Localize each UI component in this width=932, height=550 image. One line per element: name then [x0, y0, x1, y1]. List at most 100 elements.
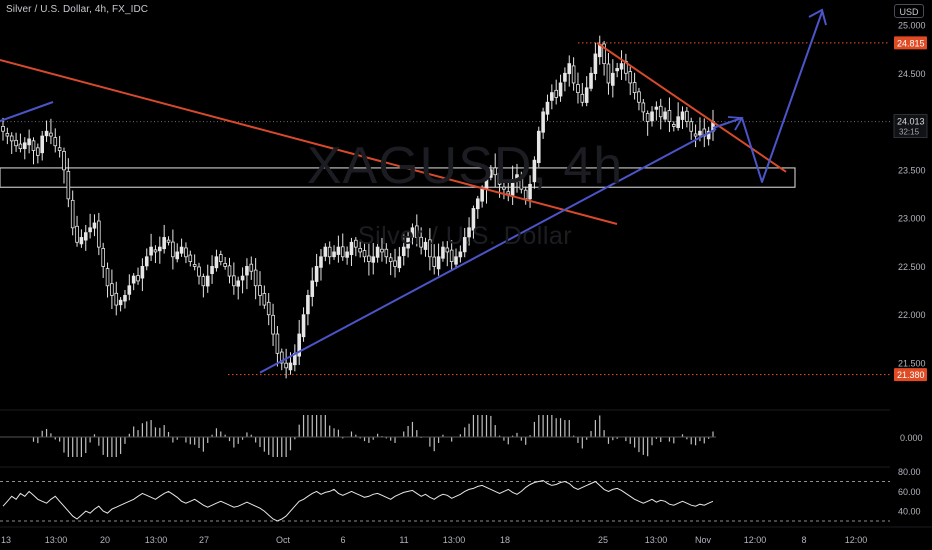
candle-up — [563, 72, 567, 82]
candle-up — [27, 138, 31, 146]
candle-down — [9, 135, 14, 142]
candle-down — [14, 139, 18, 147]
candle-up — [214, 256, 219, 269]
trendlines[interactable] — [0, 42, 787, 374]
candle-up — [175, 251, 180, 260]
price-levels — [0, 42, 890, 376]
candle-up — [210, 266, 214, 274]
candle-down — [502, 186, 506, 190]
candle-down — [49, 132, 53, 137]
candle-down — [554, 89, 558, 98]
candle-up — [558, 82, 563, 97]
candle-down — [249, 263, 254, 272]
time-tick-label: 6 — [340, 535, 345, 545]
grid — [0, 409, 932, 528]
candle-down — [685, 110, 689, 122]
candle-down — [340, 246, 345, 258]
macd-pane — [0, 415, 716, 457]
candle-down — [57, 147, 62, 151]
candle-down — [232, 275, 236, 287]
candle-down — [641, 102, 646, 113]
projection-path[interactable] — [712, 8, 827, 183]
candle-up — [92, 222, 97, 229]
candle-up — [301, 314, 306, 338]
candle-down — [602, 43, 606, 65]
candle-up — [698, 130, 702, 136]
candle-up — [706, 130, 711, 140]
candle-down — [166, 239, 171, 243]
time-tick-label: 11 — [399, 535, 408, 545]
time-tick-label: 12:00 — [845, 535, 868, 545]
candle-up — [158, 246, 162, 252]
candle-up — [83, 232, 88, 241]
red-trendline-long — [0, 59, 618, 225]
candle-down — [218, 254, 223, 262]
candle-down — [693, 133, 698, 137]
candle-up — [40, 135, 45, 154]
time-tick-label: 18 — [500, 535, 510, 545]
candle-up — [123, 294, 127, 302]
candle-down — [171, 241, 175, 258]
candle-down — [523, 189, 528, 200]
candle-up — [650, 111, 654, 122]
candle-up — [532, 159, 537, 183]
candle-down — [428, 239, 432, 258]
candle-up — [436, 256, 441, 270]
countdown-label: 32:15 — [899, 128, 920, 137]
projection-arrow-small — [727, 116, 744, 131]
candle-down — [327, 246, 332, 258]
candle-down — [5, 133, 10, 137]
candle-down — [258, 285, 262, 296]
candle-up — [593, 53, 598, 74]
time-tick-label: 12:00 — [744, 535, 767, 545]
price-level-badge — [894, 36, 927, 50]
candle-up — [406, 237, 410, 249]
candle-down — [192, 264, 197, 267]
candlesticks — [1, 35, 715, 379]
candle-down — [415, 225, 419, 238]
candle-up — [118, 299, 123, 306]
time-tick-label: 27 — [199, 535, 209, 545]
candle-down — [70, 199, 75, 229]
candle-down — [184, 247, 188, 258]
candle-up — [545, 101, 550, 115]
candle-down — [136, 275, 140, 282]
candle-down — [358, 247, 362, 253]
candle-up — [441, 246, 445, 259]
candle-down — [384, 248, 389, 258]
candle-up — [515, 174, 519, 182]
candle-down — [97, 220, 101, 248]
candle-down — [689, 121, 694, 132]
candle-down — [445, 247, 450, 253]
candle-down — [519, 177, 524, 190]
time-axis[interactable]: 13 13:00 20 13:00 27 Oct 6 11 13:00 18 25 13:00 Nov 1… — [1, 535, 867, 545]
time-tick-label: 20 — [100, 535, 110, 545]
candle-down — [628, 71, 633, 84]
candle-up — [345, 251, 349, 258]
currency-button[interactable]: USD — [894, 4, 924, 18]
price-tick-label: 22.500 — [898, 262, 926, 272]
candle-up — [536, 130, 541, 164]
price-axis[interactable]: 25.00024.50024.00023.50023.00022.50022.0… — [893, 21, 928, 517]
candle-up — [179, 246, 184, 254]
time-tick-label: 13:00 — [645, 535, 668, 545]
candle-down — [105, 268, 110, 287]
candle-down — [667, 110, 672, 122]
candle-down — [606, 63, 611, 84]
candle-down — [493, 167, 498, 176]
candle-up — [336, 246, 341, 255]
candle-down — [576, 84, 580, 93]
candle-up — [454, 256, 458, 265]
candle-down — [497, 172, 502, 185]
candle-up — [423, 241, 428, 250]
time-tick-label: 25 — [598, 535, 608, 545]
candle-up — [663, 111, 667, 120]
price-level-label: 24.815 — [897, 38, 925, 48]
rsi-tick-label: 60.00 — [898, 487, 921, 497]
candle-up — [584, 87, 589, 103]
time-tick-label: 8 — [801, 535, 806, 545]
candle-up — [306, 294, 310, 315]
candle-up — [162, 237, 166, 250]
candle-down — [571, 65, 576, 84]
